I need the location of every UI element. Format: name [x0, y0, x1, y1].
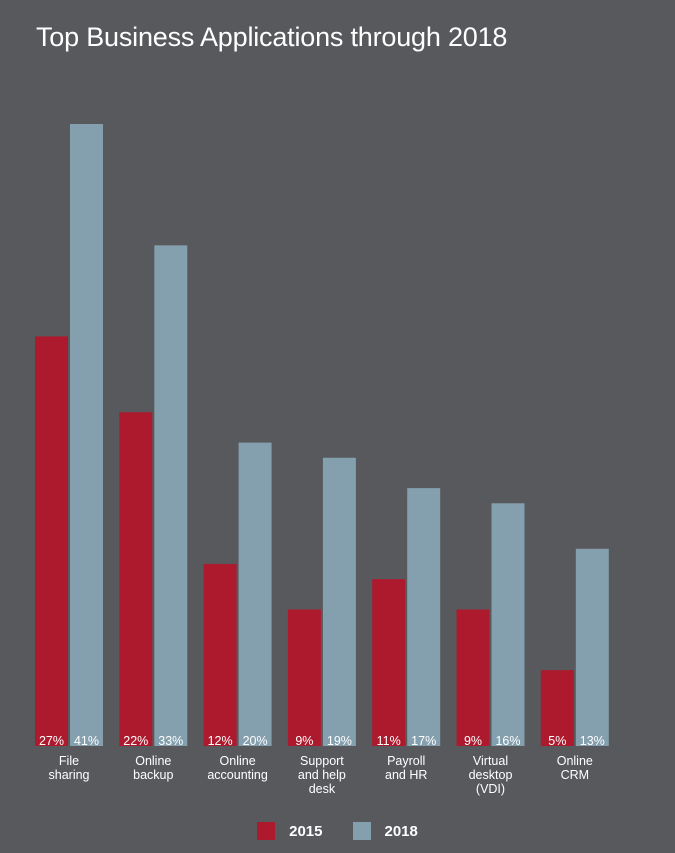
- category-label-line: Payroll: [387, 754, 425, 768]
- bar-2018-4: [407, 488, 441, 746]
- bar-2018-0: [70, 124, 103, 746]
- legend-label-2015: 2015: [289, 822, 323, 840]
- bar-2018-5: [491, 503, 525, 746]
- category-label-line: and HR: [385, 768, 427, 782]
- category-label-line: backup: [133, 768, 173, 782]
- category-label-line: (VDI): [476, 782, 505, 796]
- bar-2015-2: [203, 563, 237, 746]
- category-label-line: Online: [135, 754, 171, 768]
- category-label-4: Payroll and HR: [385, 754, 427, 782]
- category-label-0: File sharing: [49, 754, 90, 782]
- bar-2018-1: [154, 245, 188, 747]
- data-label-2015-0: 27%: [39, 734, 64, 748]
- data-label-2018-0: 41%: [74, 734, 99, 748]
- bar-2018-6: [575, 548, 609, 746]
- bar-2015-3: [287, 609, 321, 746]
- category-label-3: Support and help desk: [298, 754, 346, 796]
- bar-2018-2: [238, 442, 272, 746]
- data-label-2015-3: 9%: [295, 734, 313, 748]
- category-label-2: Online accounting: [207, 754, 268, 782]
- data-label-2015-2: 12%: [208, 734, 233, 748]
- category-label-line: Support: [300, 754, 344, 768]
- data-label-2018-6: 13%: [580, 734, 605, 748]
- category-label-line: desk: [309, 782, 336, 796]
- data-label-2015-1: 22%: [123, 734, 148, 748]
- category-label-line: CRM: [561, 768, 589, 782]
- data-label-2018-3: 19%: [327, 734, 352, 748]
- chart-legend: 2015 2018: [0, 822, 675, 840]
- legend-label-2018: 2018: [384, 822, 418, 840]
- category-label-6: Online CRM: [557, 754, 593, 782]
- category-label-line: sharing: [49, 768, 90, 782]
- category-label-line: desktop: [469, 768, 513, 782]
- category-label-5: Virtual desktop (VDI): [469, 754, 513, 796]
- category-label-line: Online: [557, 754, 593, 768]
- data-label-2015-5: 9%: [464, 734, 482, 748]
- bar-2018-3: [322, 457, 356, 746]
- category-label-line: File: [59, 754, 79, 768]
- legend-item-2015: 2015: [257, 822, 323, 840]
- category-label-line: Online: [220, 754, 256, 768]
- category-label-line: and help: [298, 768, 346, 782]
- bar-2015-0: [35, 336, 68, 746]
- category-label-line: accounting: [207, 768, 268, 782]
- category-label-1: Online backup: [133, 754, 173, 782]
- bar-2015-6: [540, 670, 574, 746]
- data-label-2018-2: 20%: [243, 734, 268, 748]
- legend-swatch-2018: [352, 822, 371, 840]
- data-label-2015-4: 11%: [377, 734, 401, 748]
- bar-2015-1: [119, 412, 153, 746]
- category-label-line: Virtual: [473, 754, 508, 768]
- bar-2015-4: [372, 579, 406, 746]
- data-label-2018-1: 33%: [158, 734, 183, 748]
- data-label-2015-6: 5%: [548, 734, 566, 748]
- data-label-2018-5: 16%: [495, 734, 520, 748]
- data-label-2018-4: 17%: [411, 734, 436, 748]
- bar-2015-5: [456, 609, 490, 746]
- legend-swatch-2015: [257, 822, 276, 840]
- chart-title: Top Business Applications through 2018: [36, 22, 508, 52]
- legend-item-2018: 2018: [352, 822, 418, 840]
